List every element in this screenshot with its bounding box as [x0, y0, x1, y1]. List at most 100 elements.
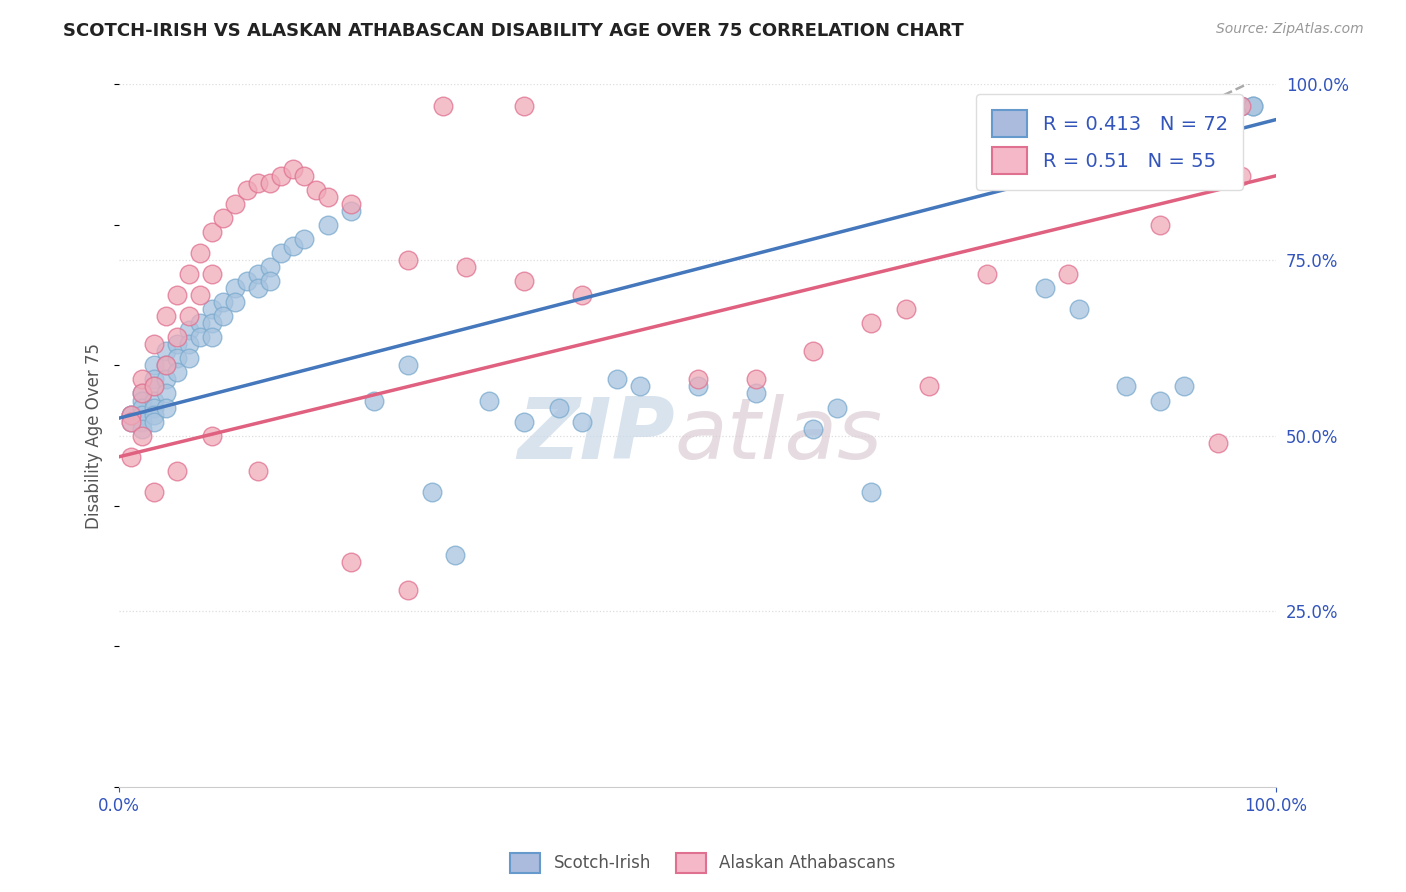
Point	[120, 408, 142, 422]
Point	[188, 330, 211, 344]
Point	[744, 372, 766, 386]
Point	[212, 211, 235, 225]
Point	[177, 323, 200, 337]
Point	[686, 379, 709, 393]
Point	[1230, 98, 1253, 112]
Point	[155, 372, 177, 386]
Point	[201, 267, 224, 281]
Point	[628, 379, 651, 393]
Point	[976, 267, 998, 281]
Point	[259, 274, 281, 288]
Point	[478, 393, 501, 408]
Point	[143, 484, 166, 499]
Point	[177, 267, 200, 281]
Point	[166, 288, 188, 302]
Point	[456, 260, 478, 274]
Point	[1206, 161, 1229, 176]
Point	[143, 415, 166, 429]
Point	[398, 359, 420, 373]
Point	[131, 415, 153, 429]
Point	[201, 428, 224, 442]
Point	[224, 295, 246, 310]
Point	[259, 176, 281, 190]
Point	[801, 344, 824, 359]
Point	[1149, 393, 1171, 408]
Point	[155, 359, 177, 373]
Point	[155, 310, 177, 324]
Point	[339, 197, 361, 211]
Legend: Scotch-Irish, Alaskan Athabascans: Scotch-Irish, Alaskan Athabascans	[503, 847, 903, 880]
Legend: R = 0.413   N = 72, R = 0.51   N = 55: R = 0.413 N = 72, R = 0.51 N = 55	[976, 95, 1243, 190]
Point	[143, 401, 166, 415]
Point	[212, 295, 235, 310]
Point	[177, 351, 200, 366]
Point	[143, 372, 166, 386]
Text: atlas: atlas	[675, 394, 883, 477]
Text: Source: ZipAtlas.com: Source: ZipAtlas.com	[1216, 22, 1364, 37]
Point	[513, 415, 536, 429]
Point	[1033, 281, 1056, 295]
Text: SCOTCH-IRISH VS ALASKAN ATHABASCAN DISABILITY AGE OVER 75 CORRELATION CHART: SCOTCH-IRISH VS ALASKAN ATHABASCAN DISAB…	[63, 22, 965, 40]
Point	[131, 372, 153, 386]
Point	[744, 386, 766, 401]
Point	[1241, 98, 1264, 112]
Point	[166, 464, 188, 478]
Point	[155, 386, 177, 401]
Point	[281, 239, 304, 253]
Point	[1206, 435, 1229, 450]
Point	[155, 344, 177, 359]
Point	[1149, 218, 1171, 232]
Point	[443, 548, 465, 562]
Point	[224, 197, 246, 211]
Text: ZIP: ZIP	[517, 394, 675, 477]
Point	[188, 246, 211, 260]
Point	[212, 310, 235, 324]
Point	[339, 555, 361, 569]
Point	[316, 218, 339, 232]
Point	[131, 386, 153, 401]
Point	[247, 464, 270, 478]
Point	[281, 161, 304, 176]
Point	[305, 183, 328, 197]
Point	[432, 98, 454, 112]
Point	[513, 98, 536, 112]
Point	[166, 337, 188, 351]
Point	[259, 260, 281, 274]
Point	[143, 379, 166, 393]
Point	[247, 176, 270, 190]
Point	[166, 351, 188, 366]
Point	[131, 422, 153, 436]
Point	[801, 422, 824, 436]
Y-axis label: Disability Age Over 75: Disability Age Over 75	[86, 343, 103, 529]
Point	[247, 267, 270, 281]
Point	[235, 183, 257, 197]
Point	[224, 281, 246, 295]
Point	[1241, 98, 1264, 112]
Point	[292, 169, 315, 183]
Point	[166, 366, 188, 380]
Point	[143, 337, 166, 351]
Point	[1206, 98, 1229, 112]
Point	[339, 203, 361, 218]
Point	[247, 281, 270, 295]
Point	[1230, 169, 1253, 183]
Point	[188, 316, 211, 330]
Point	[513, 274, 536, 288]
Point	[155, 359, 177, 373]
Point	[1069, 302, 1091, 317]
Point	[571, 415, 593, 429]
Point	[143, 408, 166, 422]
Point	[398, 583, 420, 598]
Point	[155, 401, 177, 415]
Point	[120, 450, 142, 464]
Point	[686, 372, 709, 386]
Point	[120, 415, 142, 429]
Point	[201, 225, 224, 239]
Point	[420, 484, 443, 499]
Point	[143, 379, 166, 393]
Point	[547, 401, 569, 415]
Point	[363, 393, 385, 408]
Point	[201, 302, 224, 317]
Point	[177, 310, 200, 324]
Point	[292, 232, 315, 246]
